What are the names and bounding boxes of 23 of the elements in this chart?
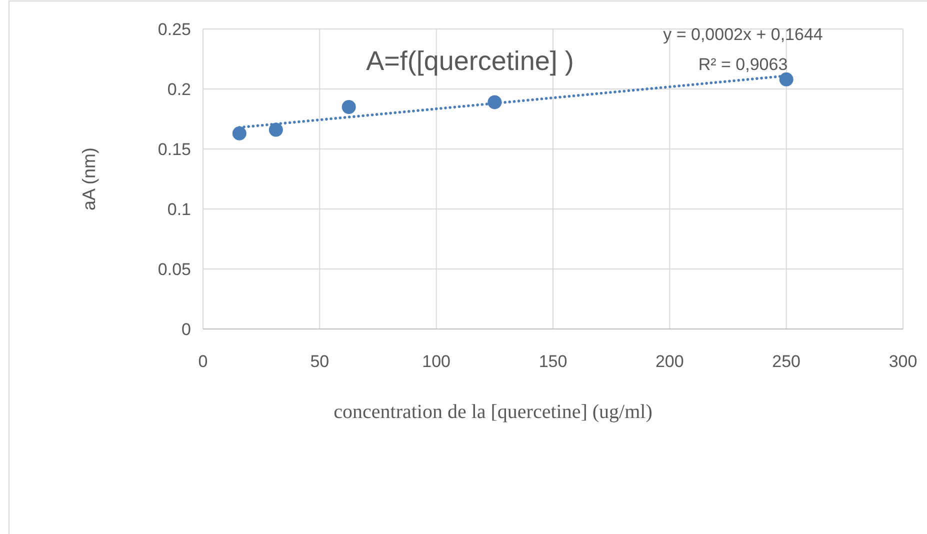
y-tick-label: 0.15 (158, 140, 191, 159)
y-tick-label: 0 (182, 320, 191, 339)
y-tick-label: 0.2 (167, 80, 191, 99)
x-tick-label: 300 (888, 352, 918, 371)
y-axis-title: aA (nm) (79, 147, 99, 211)
x-tick-label: 200 (655, 352, 684, 371)
x-tick-label: 50 (310, 352, 330, 371)
point (779, 72, 794, 86)
text: A=f([quercetine] ) (366, 46, 574, 76)
y-tick-label: 0.05 (158, 260, 191, 279)
point (342, 100, 356, 114)
annotation: R² = 0,9063 (698, 55, 788, 74)
annotation: y = 0,0002x + 0,1644 (663, 25, 823, 44)
point (488, 95, 502, 110)
x-axis-title: concentration de la [quercetine] (ug/ml) (334, 401, 652, 423)
point (268, 122, 283, 137)
point (232, 126, 246, 140)
x-tick-label: 150 (538, 352, 568, 371)
x-tick-label: 250 (772, 352, 801, 371)
y-tick-label: 0.1 (167, 200, 191, 219)
y-tick-label: 0.25 (158, 20, 191, 39)
x-tick-label: 0 (198, 352, 208, 371)
x-tick-label: 100 (422, 352, 451, 371)
